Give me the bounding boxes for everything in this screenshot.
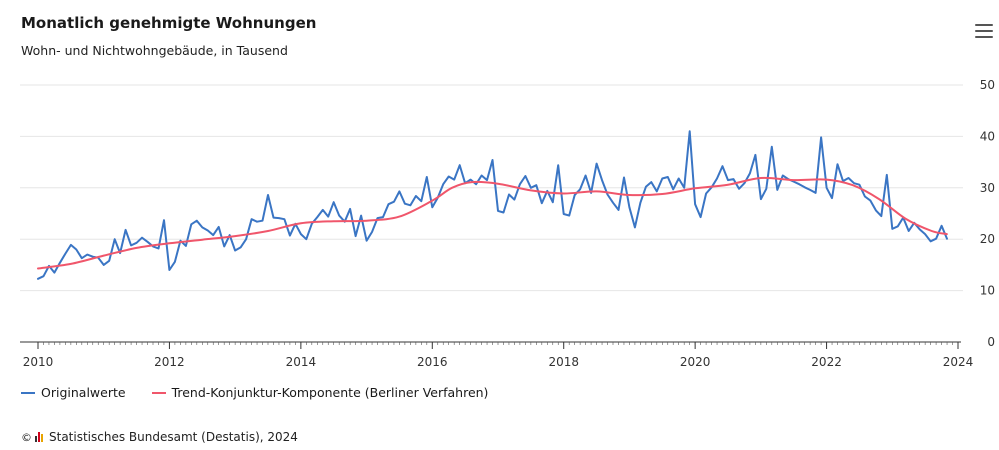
copyright-symbol: © [21, 430, 32, 444]
chart-title: Monatlich genehmigte Wohnungen [21, 14, 317, 32]
legend-swatch-originalwerte [21, 391, 35, 394]
line-chart: 0 10 20 30 40 50 2010 2012 2014 2016 2018 2020 2022 2… [20, 78, 995, 369]
y-tick-label: 30 [980, 181, 995, 195]
x-tick-label: 2014 [286, 355, 317, 369]
x-tick-label: 2024 [943, 355, 974, 369]
y-tick-label: 10 [980, 284, 995, 298]
legend-label-originalwerte: Originalwerte [41, 385, 126, 400]
series-line-trend [37, 176, 948, 270]
source-note: © Statistisches Bundesamt (Destatis), 20… [21, 430, 298, 444]
hamburger-menu-icon[interactable] [975, 24, 993, 38]
legend-item-trend[interactable]: Trend-Konjunktur-Komponente (Berliner Ve… [151, 385, 489, 400]
x-tick-label: 2010 [23, 355, 54, 369]
x-tick-label: 2012 [154, 355, 185, 369]
destatis-logo-icon [35, 432, 44, 442]
y-tick-label: 0 [987, 335, 995, 349]
legend-label-trend: Trend-Konjunktur-Komponente (Berliner Ve… [171, 385, 489, 400]
x-tick-label: 2018 [548, 355, 579, 369]
source-text: Statistisches Bundesamt (Destatis), 2024 [49, 430, 298, 444]
legend-item-originalwerte[interactable]: Originalwerte [21, 385, 126, 400]
legend-swatch-trend [151, 391, 166, 394]
chart-legend: Originalwerte Trend-Konjunktur-Komponent… [21, 385, 514, 400]
x-tick-label: 2016 [417, 355, 448, 369]
y-tick-label: 20 [980, 232, 995, 246]
series-line-originalwerte [37, 130, 948, 280]
chart-subtitle: Wohn- und Nichtwohngebäude, in Tausend [21, 43, 288, 58]
y-tick-label: 50 [980, 78, 995, 92]
y-tick-label: 40 [980, 129, 995, 143]
x-tick-label: 2022 [811, 355, 842, 369]
x-tick-label: 2020 [680, 355, 711, 369]
